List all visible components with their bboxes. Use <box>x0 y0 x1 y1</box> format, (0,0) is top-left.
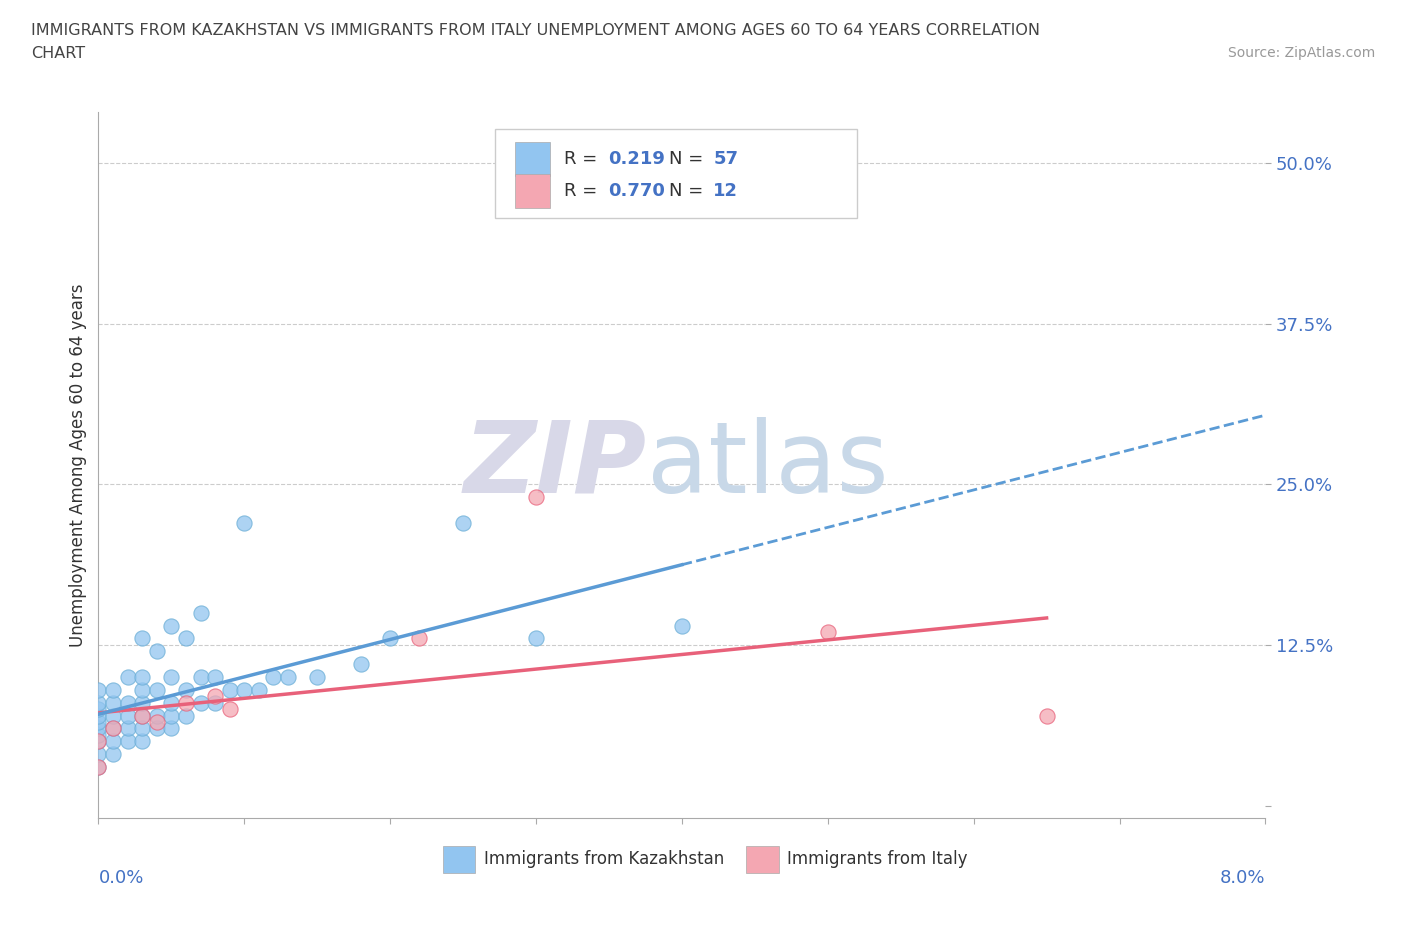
Point <box>146 708 169 723</box>
Point <box>307 670 329 684</box>
Point <box>350 657 373 671</box>
Point <box>101 721 124 736</box>
Point <box>131 708 153 723</box>
FancyBboxPatch shape <box>515 174 550 208</box>
Text: atlas: atlas <box>647 417 889 513</box>
Point <box>131 708 153 723</box>
Point <box>87 708 110 723</box>
Point <box>146 683 169 698</box>
FancyBboxPatch shape <box>495 129 856 218</box>
Point <box>204 670 226 684</box>
Point <box>524 490 547 505</box>
Point <box>87 727 110 742</box>
Point <box>174 683 197 698</box>
Point <box>87 760 110 775</box>
Point <box>101 721 124 736</box>
FancyBboxPatch shape <box>747 846 779 873</box>
Point <box>131 683 153 698</box>
Point <box>146 721 169 736</box>
Point <box>277 670 299 684</box>
Point <box>117 708 139 723</box>
Point <box>218 683 240 698</box>
Point <box>204 696 226 711</box>
Point <box>160 721 183 736</box>
Point <box>101 734 124 749</box>
Point <box>101 683 124 698</box>
Point <box>190 670 212 684</box>
Point <box>160 708 183 723</box>
Point <box>101 708 124 723</box>
Point <box>131 734 153 749</box>
Point <box>233 683 256 698</box>
Point <box>101 747 124 762</box>
Point <box>87 747 110 762</box>
Point <box>87 714 110 729</box>
Point <box>87 734 110 749</box>
Text: N =: N = <box>669 182 709 200</box>
Point <box>524 631 547 646</box>
Point <box>380 631 402 646</box>
Point <box>146 644 169 658</box>
Point <box>174 708 197 723</box>
Point <box>174 696 197 711</box>
Text: Immigrants from Italy: Immigrants from Italy <box>787 850 967 869</box>
Point <box>101 696 124 711</box>
Point <box>117 696 139 711</box>
Point <box>117 734 139 749</box>
Y-axis label: Unemployment Among Ages 60 to 64 years: Unemployment Among Ages 60 to 64 years <box>69 284 87 646</box>
Point <box>131 696 153 711</box>
Text: CHART: CHART <box>31 46 84 61</box>
Text: R =: R = <box>564 150 603 167</box>
Text: 12: 12 <box>713 182 738 200</box>
Point <box>1035 708 1057 723</box>
Text: R =: R = <box>564 182 603 200</box>
FancyBboxPatch shape <box>515 142 550 176</box>
Text: Source: ZipAtlas.com: Source: ZipAtlas.com <box>1227 46 1375 60</box>
Point <box>451 515 474 530</box>
Point <box>160 670 183 684</box>
Text: 8.0%: 8.0% <box>1220 870 1265 887</box>
Point <box>218 702 240 717</box>
Point <box>247 683 270 698</box>
FancyBboxPatch shape <box>443 846 475 873</box>
Text: 0.770: 0.770 <box>609 182 665 200</box>
Text: IMMIGRANTS FROM KAZAKHSTAN VS IMMIGRANTS FROM ITALY UNEMPLOYMENT AMONG AGES 60 T: IMMIGRANTS FROM KAZAKHSTAN VS IMMIGRANTS… <box>31 23 1040 38</box>
Point <box>160 618 183 633</box>
Point <box>408 631 430 646</box>
Text: Immigrants from Kazakhstan: Immigrants from Kazakhstan <box>484 850 724 869</box>
Point <box>87 734 110 749</box>
Text: 0.0%: 0.0% <box>98 870 143 887</box>
Point <box>117 721 139 736</box>
Text: ZIP: ZIP <box>464 417 647 513</box>
Text: N =: N = <box>669 150 709 167</box>
Text: 0.219: 0.219 <box>609 150 665 167</box>
Text: 57: 57 <box>713 150 738 167</box>
Point <box>817 625 839 640</box>
Point <box>204 689 226 704</box>
Point <box>146 714 169 729</box>
Point <box>233 515 256 530</box>
Point <box>87 696 110 711</box>
Point <box>190 605 212 620</box>
Point <box>671 618 693 633</box>
Point <box>87 760 110 775</box>
Point <box>131 670 153 684</box>
Point <box>87 702 110 717</box>
Point <box>87 683 110 698</box>
Point <box>160 696 183 711</box>
Point <box>190 696 212 711</box>
Point <box>131 631 153 646</box>
Point <box>174 631 197 646</box>
Point <box>87 721 110 736</box>
Point <box>131 721 153 736</box>
Point <box>262 670 284 684</box>
Point <box>117 670 139 684</box>
